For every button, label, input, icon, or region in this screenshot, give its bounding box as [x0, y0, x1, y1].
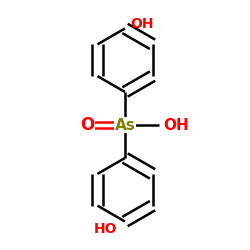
Text: As: As — [114, 118, 136, 132]
Text: OH: OH — [163, 118, 189, 132]
Text: OH: OH — [130, 16, 154, 30]
Text: O: O — [80, 116, 94, 134]
Text: HO: HO — [94, 222, 118, 236]
